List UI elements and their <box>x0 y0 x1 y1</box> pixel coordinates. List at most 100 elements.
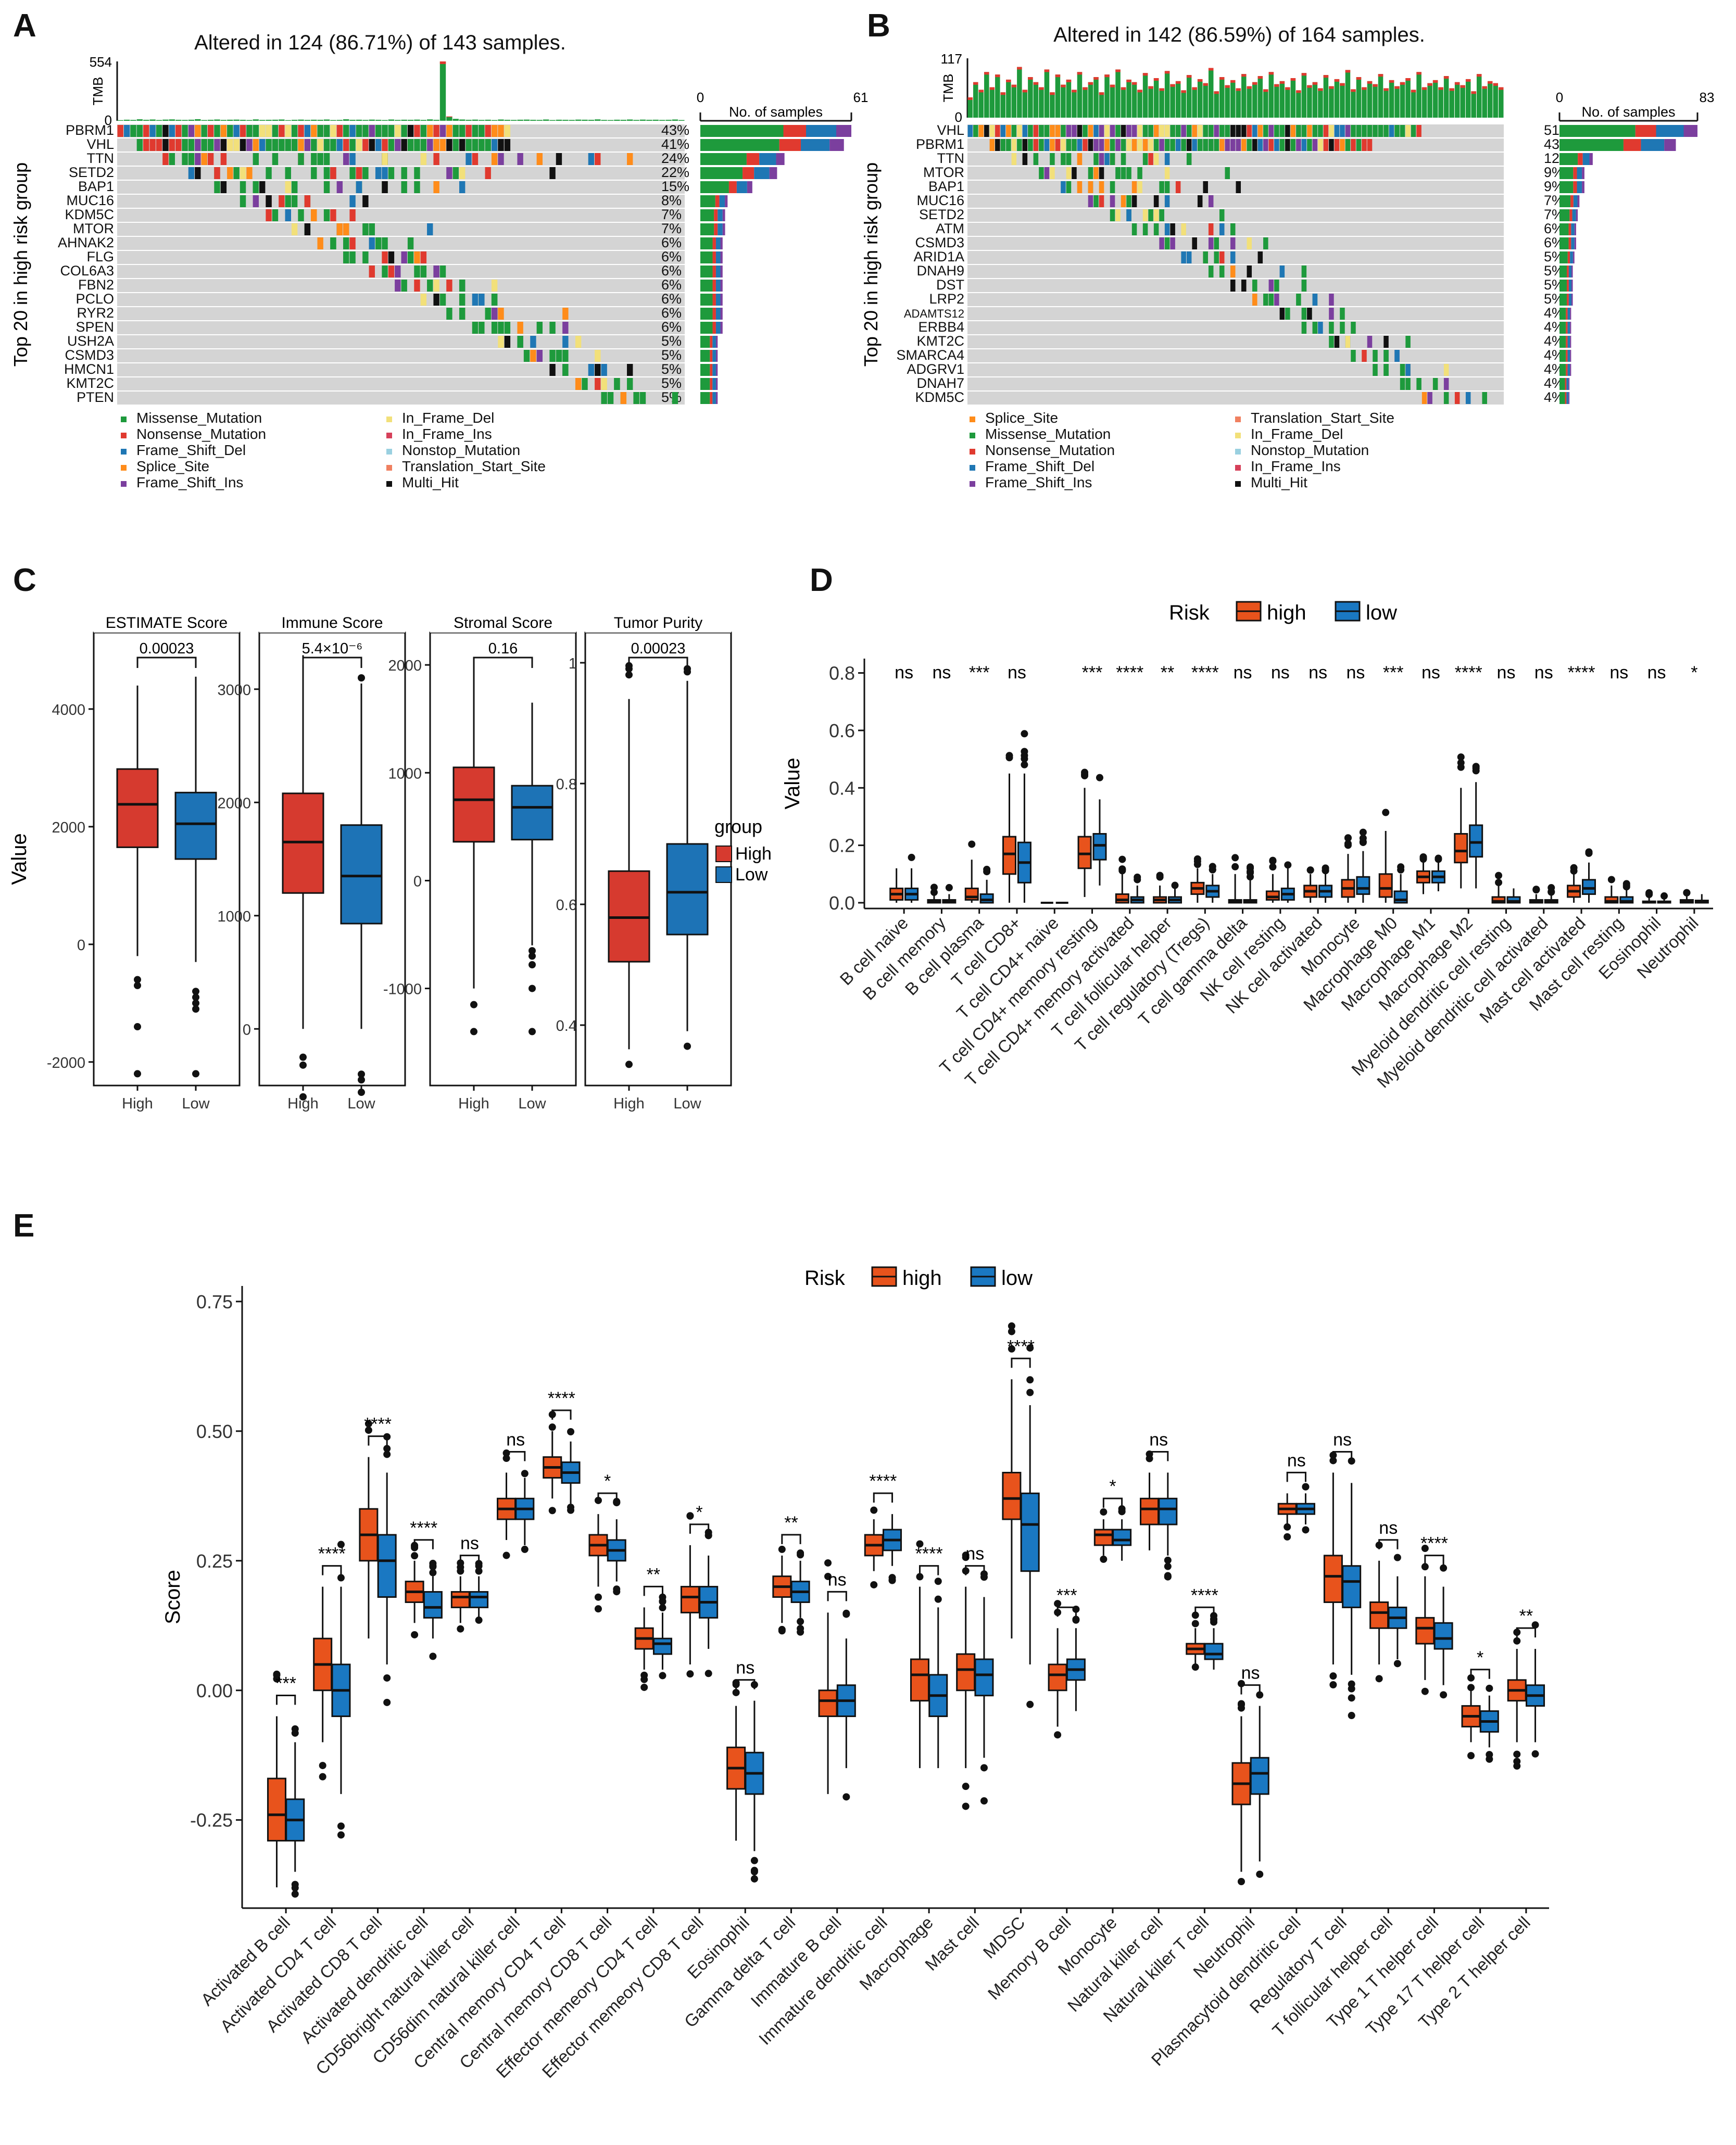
tmb-bar <box>401 119 407 121</box>
mutation-cell <box>272 139 279 151</box>
mutation-cell <box>395 266 401 277</box>
mutation-cell <box>1197 139 1203 151</box>
significance-bracket <box>1011 1357 1031 1368</box>
facet-title: ESTIMATE Score <box>106 614 228 632</box>
tmb-bar <box>543 119 549 121</box>
mutation-cell <box>304 195 311 207</box>
legend-label: Translation_Start_Site <box>1251 410 1394 426</box>
mutation-cell <box>1121 167 1126 179</box>
tmb-bar-top <box>1296 90 1301 93</box>
outlier-point <box>1495 872 1503 879</box>
tmb-bar <box>285 120 291 121</box>
gene-label: RYR2 <box>77 305 114 321</box>
significance-label: *** <box>275 1674 296 1694</box>
tmb-bar-top <box>1044 69 1050 72</box>
outlier-point <box>1209 863 1216 870</box>
significance-bracket <box>302 657 362 668</box>
sample-count-bar <box>1573 181 1577 193</box>
mutation-cell <box>1093 125 1099 137</box>
mutation-cell <box>317 153 323 165</box>
outlier-point <box>983 865 991 873</box>
sample-count-bar <box>1567 280 1569 292</box>
tmb-bar <box>1389 80 1394 118</box>
gene-row-bg <box>117 167 685 180</box>
mutation-cell <box>1465 392 1471 404</box>
tmb-bar <box>1356 77 1362 118</box>
mutation-cell <box>1340 322 1345 334</box>
sample-count-bar <box>712 350 716 362</box>
mutation-cell <box>1022 153 1028 165</box>
outlier-point <box>1256 1870 1264 1878</box>
mutation-cell <box>1192 237 1197 249</box>
mutation-cell <box>978 125 984 137</box>
tmb-bar-top <box>1214 91 1219 94</box>
sample-count-bar <box>700 209 714 221</box>
tmb-bar-top <box>1416 72 1421 75</box>
mutation-cell <box>214 167 220 179</box>
outlier-point <box>337 1831 345 1839</box>
mutation-cell <box>1307 125 1312 137</box>
sample-count-bar <box>1577 181 1582 193</box>
outlier-point <box>684 668 691 676</box>
sample-count-bar <box>1571 237 1575 249</box>
sample-count-bar <box>715 195 720 207</box>
mutation-cell <box>433 139 439 151</box>
mutation-cell <box>1367 336 1373 348</box>
gene-label: CSMD3 <box>915 235 964 250</box>
outlier-point <box>750 1875 758 1883</box>
p-value: 0.16 <box>488 640 518 657</box>
tmb-bar <box>446 116 452 121</box>
tmb-bar-top <box>1022 90 1028 93</box>
tmb-bar <box>1427 83 1432 118</box>
tmb-bar-top <box>1236 88 1241 91</box>
mutation-cell <box>562 336 569 348</box>
outlier-point <box>134 981 141 989</box>
tmb-bar-top <box>1454 82 1460 85</box>
outlier-point <box>640 1683 648 1691</box>
mutation-cell <box>1153 125 1159 137</box>
legend-swatch <box>121 433 127 438</box>
outlier-point <box>1210 1618 1218 1626</box>
significance-label: ns <box>1647 663 1666 683</box>
outlier-point <box>934 1595 942 1603</box>
mutation-cell <box>1050 153 1055 165</box>
sample-count-bar <box>1566 308 1568 320</box>
tmb-bar-top <box>1066 79 1072 82</box>
tmb-min-label: 0 <box>955 109 962 125</box>
significance-label: ** <box>784 1513 798 1533</box>
mutation-cell <box>388 167 395 179</box>
tmb-bar <box>1318 88 1323 118</box>
legend-label: Frame_Shift_Ins <box>985 474 1092 490</box>
mutation-cell <box>1443 378 1449 390</box>
gene-label: MUC16 <box>66 193 114 208</box>
sample-count-bar <box>1559 266 1567 277</box>
mutation-cell <box>1383 336 1389 348</box>
outlier-point <box>870 1506 878 1514</box>
box <box>974 1658 994 1697</box>
tmb-bar-top <box>978 90 984 93</box>
mutation-cell <box>1400 364 1405 376</box>
sample-count-bar <box>700 308 713 320</box>
tmb-bar <box>123 119 130 121</box>
mutation-cell <box>1329 308 1334 320</box>
sample-count-bar <box>1559 378 1565 390</box>
sample-count-bar <box>700 223 714 235</box>
tmb-bar-top <box>1279 81 1285 84</box>
outlier-point <box>594 1605 602 1613</box>
mutation-cell <box>575 336 582 348</box>
mutation-cell <box>459 181 466 193</box>
box <box>1002 836 1016 875</box>
facet-frame <box>429 632 577 1087</box>
mutation-cell <box>382 167 388 179</box>
sample-count-bar <box>1559 125 1636 137</box>
outlier-point <box>291 1881 299 1888</box>
tmb-bar <box>1186 75 1192 118</box>
mutation-cell <box>1099 153 1104 165</box>
sample-count-bar <box>712 336 716 348</box>
sample-count-bar <box>801 139 830 151</box>
mutation-cell <box>1000 139 1006 151</box>
box <box>1204 1643 1224 1660</box>
outlier-point <box>1100 1508 1108 1516</box>
tmb-bar <box>414 119 420 121</box>
